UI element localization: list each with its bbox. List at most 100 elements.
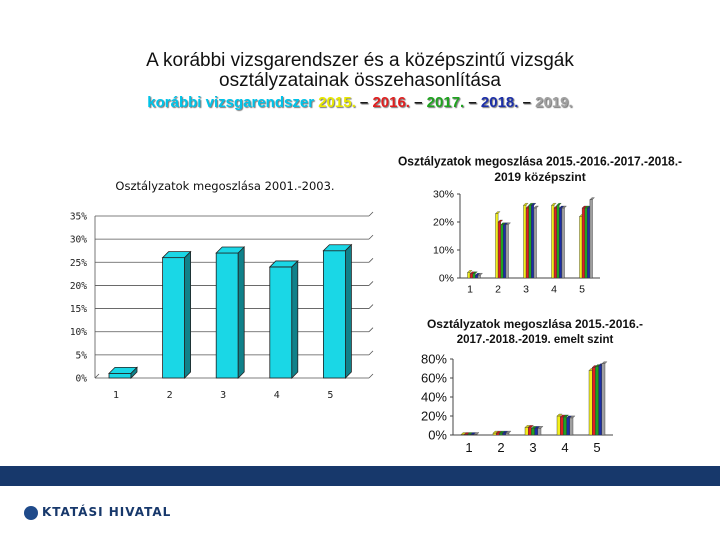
bar-2018 [475,274,479,279]
subtitle-part: 2015. [318,94,356,111]
bar-2018 [559,207,563,279]
bar-2016 [591,367,596,436]
bar-2016 [527,427,532,436]
bar-top [473,432,480,435]
chart-title: Osztályzatok megoszlása 2001.-2003. [115,179,334,193]
bar-2018 [534,428,539,436]
bar-top [551,203,557,206]
x-tick-label: 4 [551,284,557,296]
footer-band [0,466,720,486]
y-tick-label: 5% [76,350,88,361]
bar-2017 [595,366,599,436]
x-tick-label: 3 [529,440,536,455]
bar-2017 [528,205,532,279]
bar-2018 [566,417,571,436]
bar [108,372,132,379]
bar-2018 [503,224,507,279]
subtitle-part: – [355,94,373,111]
y-tick-label: 30% [433,189,454,201]
subtitle-part: – [409,94,427,111]
x-tick-label: 1 [467,284,473,296]
bar-top [505,430,512,434]
page-title-line2: osztályzatainak összehasonlítása [219,70,501,91]
bar-side [237,246,245,379]
subtitle-part: – [464,94,481,111]
chart-kozepszint: Osztályzatok megoszlása 2015.-2016.-2017… [398,154,682,296]
bar-2017 [499,432,503,436]
bar-2017 [584,207,588,279]
bar-2015 [467,272,471,279]
bar-2016 [497,221,501,279]
x-tick-label: 4 [274,390,280,401]
bar-2015 [579,216,583,279]
page-subtitle: korábbi vizsgarendszer 2015. – 2016. – 2… [0,94,720,111]
gridline-depth [368,211,374,217]
y-tick-label: 0% [439,273,454,285]
bar-top [563,414,569,418]
y-tick-label: 10% [70,327,87,338]
subtitle-part: 2017. [426,94,465,111]
bar-top [467,270,473,273]
gridline-depth [368,258,374,263]
bar-top [561,205,567,209]
x-tick-label: 5 [579,284,585,296]
gridline-depth [368,327,374,332]
x-tick-label: 5 [593,440,600,455]
bar-2017 [556,205,560,279]
bar [322,250,346,379]
chart-2001-2003: Osztályzatok megoszlása 2001.-2003. 0% 5%… [70,179,374,401]
bar-2016 [495,432,500,436]
bar-2019 [569,417,574,436]
bar-side [344,243,352,379]
x-tick-label: 1 [465,440,472,455]
bar-2017 [531,428,535,436]
x-tick-label: 3 [523,284,529,296]
bar-2019 [589,199,593,279]
bar-2018 [598,365,603,436]
bar-side [130,366,138,379]
x-tick-label: 3 [220,390,226,401]
bar [162,257,185,379]
bar-2018 [502,432,506,436]
subtitle-part: korábbi vizsgarendszer [147,94,319,111]
gridline-depth [368,281,374,286]
bar-2018 [531,205,535,279]
logo-text: KTATÁSI HIVATAL [42,505,172,519]
bar-top [497,219,504,223]
bar-2015 [551,205,555,279]
page-title-line1: A korábbi vizsgarendszer és a középszint… [146,50,574,71]
y-tick-label: 10% [433,245,454,257]
subtitle-part: 2019. [535,94,573,111]
axis-depth [94,373,100,379]
bar [215,252,239,379]
bar-2015 [523,205,527,279]
bar-2017 [563,416,567,436]
gridline-depth [368,350,374,356]
bar-top [527,425,534,428]
bar-2017 [500,224,504,279]
y-tick-label: 20% [421,408,447,423]
bar-2016 [581,207,585,279]
y-tick-label: 60% [421,370,447,385]
bar-2016 [525,207,529,279]
x-tick-label: 2 [167,390,173,401]
bar-top [523,203,529,206]
bar-top [533,205,539,209]
bar-2019 [601,363,606,436]
bar-2015 [556,415,561,436]
bar-2015 [524,427,529,436]
subtitle-part: 2018. [480,94,519,111]
chart-title-line2: 2019 középszint [494,170,585,184]
gridline-depth [368,304,374,309]
bar-top [537,426,544,429]
bar-2019 [537,428,542,436]
x-tick-label: 1 [113,390,119,401]
bar-top [495,211,501,214]
y-tick-label: 15% [70,304,87,315]
chart-title-line1: Osztályzatok megoszlása 2015.-2016.-2017… [398,154,682,169]
gridline-depth [368,373,374,379]
bar-side [291,259,299,379]
bar-top [569,415,576,419]
bar-top [505,222,511,225]
bar-top [589,197,595,200]
